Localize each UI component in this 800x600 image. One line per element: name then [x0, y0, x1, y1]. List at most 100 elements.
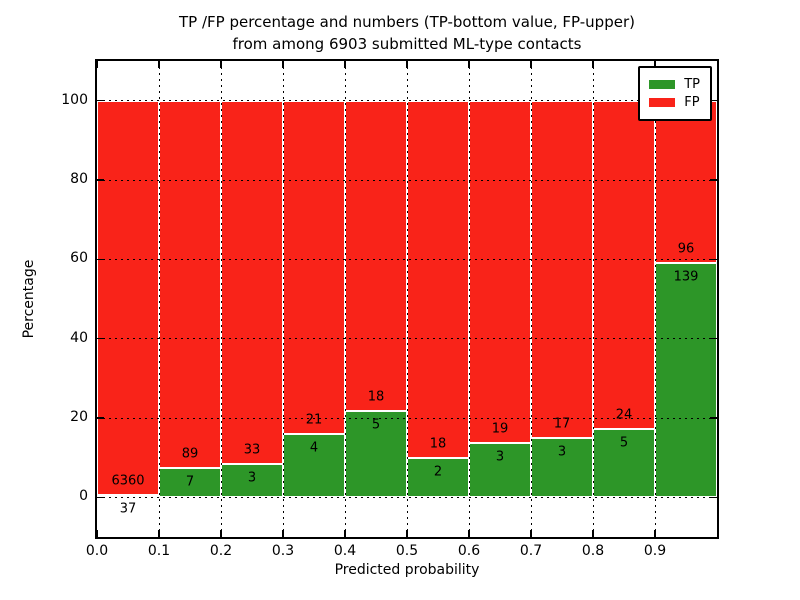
x-tick-label: 0.9: [643, 543, 667, 559]
x-tick-bottom: [654, 530, 656, 537]
bar-label-tp: 37: [119, 501, 137, 517]
x-tick-label: 0.8: [581, 543, 605, 559]
bar-label-fp: 19: [491, 421, 509, 437]
y-tick-left: [97, 417, 104, 419]
y-gridline: [97, 338, 717, 340]
x-tick-bottom: [592, 530, 594, 537]
legend: TP FP: [638, 66, 712, 121]
x-tick-label: 0.3: [271, 543, 295, 559]
legend-row: FP: [649, 95, 700, 110]
bar-segment-fp: [345, 100, 407, 412]
legend-row: TP: [649, 77, 700, 92]
bar-segment-tp: [407, 457, 469, 498]
x-gridline: [344, 61, 346, 537]
bar-label-fp: 18: [429, 436, 447, 452]
plot-area: 6360 37 89 7 33 3 21 4 18 5 18 2 19 3 17 3 24 5 96 139 TP FP: [95, 59, 719, 539]
bar-label-fp: 17: [553, 416, 571, 432]
x-tick-bottom: [344, 530, 346, 537]
x-tick-label: 0.7: [519, 543, 543, 559]
bar-label-fp: 24: [615, 407, 633, 423]
y-tick-left: [97, 337, 104, 340]
x-gridline: [592, 61, 594, 537]
y-tick-right: [710, 179, 717, 181]
bar-segment-fp: [283, 100, 345, 434]
x-tick-top: [97, 61, 98, 68]
bar-label-fp: 6360: [111, 473, 145, 489]
bar-segment-fp: [469, 100, 531, 444]
bar-label-tp: 2: [433, 464, 443, 480]
bar-segment-fp: [159, 100, 221, 469]
bar-segment-tp: [531, 437, 593, 498]
y-tick-left: [97, 258, 104, 261]
x-tick-bottom: [468, 530, 470, 537]
x-tick-label: 0.2: [209, 543, 233, 559]
x-tick-bottom: [158, 530, 160, 537]
x-tick-bottom: [282, 530, 284, 537]
chart-title-line1: TP /FP percentage and numbers (TP-bottom…: [179, 13, 635, 31]
bar-segment-fp: [531, 100, 593, 438]
x-tick-label: 0.5: [395, 543, 419, 559]
x-tick-top: [592, 61, 594, 68]
x-tick-label: 0.1: [147, 543, 171, 559]
x-tick-bottom: [530, 530, 532, 537]
bar-label-fp: 18: [367, 389, 385, 405]
y-gridline: [97, 496, 717, 498]
x-tick-top: [220, 61, 222, 68]
bar-label-fp: 33: [243, 442, 261, 458]
x-tick-top: [468, 61, 470, 68]
bar-segment-tp: [221, 464, 283, 498]
x-gridline: [282, 61, 284, 537]
bar-label-tp: 3: [247, 470, 257, 486]
bar-label-fp: 89: [181, 446, 199, 462]
bar-segment-fp: [593, 100, 655, 429]
x-tick-bottom: [220, 530, 222, 537]
bar-label-tp: 3: [557, 444, 567, 460]
x-tick-top: [282, 61, 284, 68]
bar-label-fp: 21: [305, 412, 323, 428]
y-tick-label: 0: [79, 488, 88, 505]
bar-label-tp: 5: [371, 417, 381, 433]
y-tick-label: 80: [70, 171, 88, 187]
y-tick-label: 100: [61, 91, 88, 108]
y-tick-right: [710, 417, 717, 419]
y-gridline: [97, 100, 717, 102]
y-tick-left: [97, 99, 104, 102]
y-tick-label: 40: [70, 329, 88, 346]
legend-swatch-fp: [649, 98, 676, 107]
plot-inner: 6360 37 89 7 33 3 21 4 18 5 18 2 19 3 17 3 24 5 96 139: [97, 61, 717, 537]
y-tick-left: [97, 179, 104, 181]
x-gridline: [654, 61, 656, 537]
x-tick-label: 0.4: [333, 543, 357, 559]
bar-segment-fp: [221, 100, 283, 465]
x-tick-top: [406, 61, 408, 68]
x-tick-label: 0.0: [85, 543, 109, 559]
x-gridline: [468, 61, 470, 537]
y-gridline: [97, 258, 717, 260]
x-tick-top: [654, 61, 656, 68]
bar-label-tp: 4: [309, 440, 319, 456]
legend-label-tp: TP: [684, 77, 700, 92]
x-tick-label: 0.6: [457, 543, 481, 559]
y-tick-right: [710, 99, 717, 102]
chart-title-line2: from among 6903 submitted ML-type contac…: [232, 35, 582, 53]
bar-label-tp: 7: [185, 474, 195, 490]
y-gridline: [97, 179, 717, 181]
x-tick-top: [530, 61, 532, 68]
y-gridline: [97, 417, 717, 419]
x-tick-top: [344, 61, 346, 68]
legend-swatch-tp: [649, 80, 676, 89]
y-tick-right: [710, 258, 717, 261]
bar-label-tp: 5: [619, 435, 629, 451]
bar-segment-fp: [407, 100, 469, 458]
x-axis-label: Predicted probability: [334, 562, 480, 578]
y-tick-label: 60: [70, 250, 88, 267]
y-tick-right: [710, 496, 717, 499]
bar-segment-tp: [655, 262, 717, 498]
x-tick-bottom: [97, 530, 98, 537]
y-tick-right: [710, 337, 717, 340]
bar-segment-tp: [593, 428, 655, 498]
bar-label-fp: 96: [677, 241, 695, 257]
legend-label-fp: FP: [684, 95, 700, 110]
y-tick-label: 20: [70, 409, 88, 425]
